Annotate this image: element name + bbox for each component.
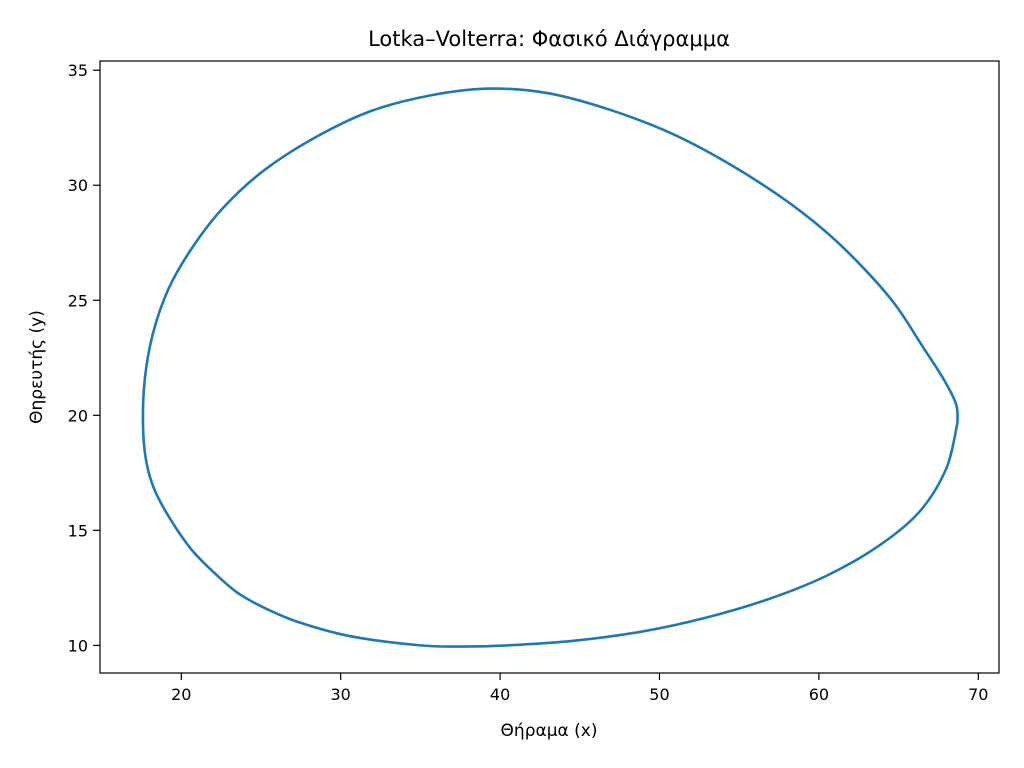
y-axis-label: Θηρευτής (y) [27,310,47,424]
x-tick-label: 30 [331,685,351,704]
x-tick-label: 20 [171,685,191,704]
axis-ticks: 20 30 40 50 60 70 10 15 20 25 30 35 [68,61,989,704]
plot-area [141,87,959,648]
plot-frame [99,60,1000,674]
x-tick-label: 50 [649,685,669,704]
y-tick-label: 30 [68,176,88,195]
y-tick-label: 10 [68,636,88,655]
series-line-0 [141,87,959,648]
x-tick-label: 40 [490,685,510,704]
y-tick-label: 25 [68,291,88,310]
x-axis-label: Θήραμα (x) [501,721,598,741]
y-tick-label: 35 [68,61,88,80]
x-tick-label: 60 [809,685,829,704]
y-tick-label: 15 [68,521,88,540]
chart-title: Lotka–Volterra: Φασικό Διάγραμμα [368,27,730,51]
y-tick-label: 20 [68,406,88,425]
x-tick-label: 70 [968,685,988,704]
